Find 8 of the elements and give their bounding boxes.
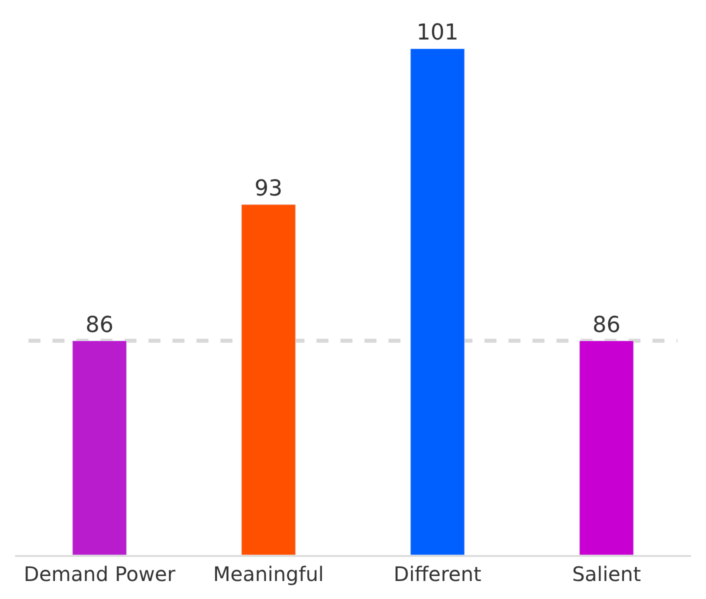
data-label: 86 <box>86 312 114 338</box>
x-tick-label: Meaningful <box>213 562 324 586</box>
x-tick-label: Demand Power <box>24 562 176 586</box>
data-label: 93 <box>254 176 282 202</box>
x-tick-label: Different <box>394 562 482 586</box>
data-label: 86 <box>592 312 620 338</box>
data-label: 101 <box>416 20 458 46</box>
x-tick-label: Salient <box>572 562 642 586</box>
